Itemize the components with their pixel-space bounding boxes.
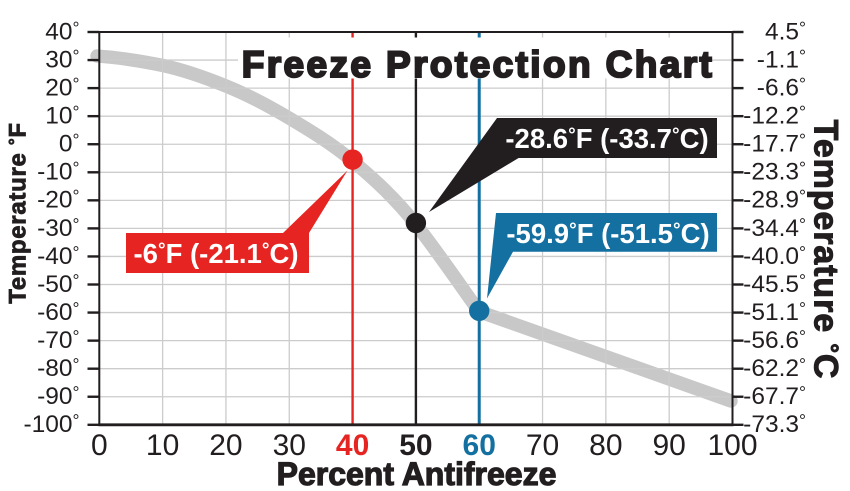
svg-text:10: 10 xyxy=(146,429,179,462)
svg-text:-40°: -40° xyxy=(37,242,79,270)
svg-text:10°: 10° xyxy=(45,102,79,130)
svg-text:Temperature °F: Temperature °F xyxy=(5,122,32,304)
svg-text:70: 70 xyxy=(526,429,559,462)
svg-text:Temperature °C: Temperature °C xyxy=(807,120,845,380)
svg-text:30°: 30° xyxy=(45,46,79,74)
svg-text:40: 40 xyxy=(336,429,369,462)
svg-text:-6.6°: -6.6° xyxy=(757,74,806,102)
svg-text:-12.2°: -12.2° xyxy=(743,102,806,130)
svg-text:Freeze Protection Chart: Freeze Protection Chart xyxy=(242,44,715,85)
svg-text:-1.1°: -1.1° xyxy=(757,46,806,74)
svg-text:-28.6°F (-33.7°C): -28.6°F (-33.7°C) xyxy=(505,123,708,154)
svg-text:-23.3°: -23.3° xyxy=(743,158,806,186)
svg-text:40°: 40° xyxy=(45,18,79,46)
svg-text:-40.0°: -40.0° xyxy=(743,242,806,270)
svg-text:-73.3°: -73.3° xyxy=(743,411,806,439)
svg-text:-56.6°: -56.6° xyxy=(743,327,806,355)
svg-text:-34.4°: -34.4° xyxy=(743,214,806,242)
svg-text:60: 60 xyxy=(463,429,496,462)
svg-text:-80°: -80° xyxy=(37,355,79,383)
svg-text:-17.7°: -17.7° xyxy=(743,130,806,158)
svg-text:50: 50 xyxy=(399,429,432,462)
svg-text:-60°: -60° xyxy=(37,298,79,326)
svg-text:-20°: -20° xyxy=(37,186,79,214)
svg-text:30: 30 xyxy=(273,429,306,462)
svg-text:4.5°: 4.5° xyxy=(765,18,806,46)
svg-text:-50°: -50° xyxy=(37,270,79,298)
svg-text:-10°: -10° xyxy=(37,158,79,186)
svg-text:-30°: -30° xyxy=(37,214,79,242)
svg-text:-90°: -90° xyxy=(37,383,79,411)
svg-text:-51.1°: -51.1° xyxy=(743,298,806,326)
svg-text:20°: 20° xyxy=(45,74,79,102)
svg-text:0°: 0° xyxy=(59,130,80,158)
svg-text:-6°F (-21.1°C): -6°F (-21.1°C) xyxy=(134,238,299,269)
svg-text:20: 20 xyxy=(209,429,242,462)
svg-text:100: 100 xyxy=(707,429,757,462)
svg-text:-28.9°: -28.9° xyxy=(743,186,806,214)
svg-text:-100°: -100° xyxy=(23,411,79,439)
svg-text:-67.7°: -67.7° xyxy=(743,383,806,411)
svg-text:90: 90 xyxy=(652,429,685,462)
svg-text:80: 80 xyxy=(589,429,622,462)
svg-text:-70°: -70° xyxy=(37,327,79,355)
svg-text:-45.5°: -45.5° xyxy=(743,270,806,298)
svg-text:0: 0 xyxy=(91,429,108,462)
svg-text:-62.2°: -62.2° xyxy=(743,355,806,383)
svg-text:Percent Antifreeze: Percent Antifreeze xyxy=(277,456,557,491)
